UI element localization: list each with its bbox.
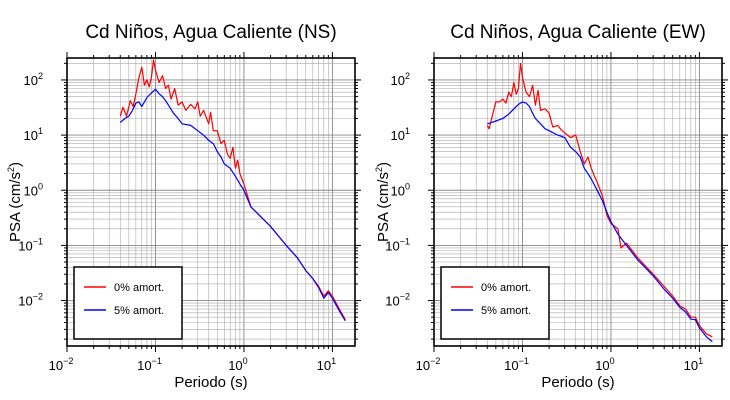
x-tick-base: 10 — [317, 358, 331, 373]
y-axis-label-close: ) — [7, 162, 24, 167]
y-tick-base: 10 — [24, 128, 38, 143]
y-tick-label: 102 — [391, 71, 410, 88]
x-tick-label: 100 — [595, 356, 614, 373]
y-tick-exponent: 1 — [405, 126, 410, 136]
y-axis-label-main: PSA (cm/s — [7, 172, 24, 242]
y-tick-label: 100 — [391, 181, 410, 198]
y-tick-exponent: −1 — [400, 236, 410, 246]
x-tick-base: 10 — [416, 358, 430, 373]
chart-title: Cd Niños, Agua Caliente (EW) — [450, 22, 706, 43]
y-tick-base: 10 — [24, 73, 38, 88]
x-tick-exponent: 1 — [698, 356, 703, 366]
legend-box — [73, 266, 183, 340]
ticks — [61, 52, 361, 352]
y-tick-label: 10−1 — [18, 236, 43, 253]
x-tick-base: 10 — [595, 358, 609, 373]
y-axis-label-superscript: 2 — [374, 167, 384, 172]
x-tick-exponent: 0 — [243, 356, 248, 366]
x-axis-label: Periodo (s) — [541, 374, 614, 391]
legend-label-0pct: 0% amort. — [114, 282, 164, 294]
y-tick-base: 10 — [391, 183, 405, 198]
y-tick-label: 10−1 — [385, 236, 410, 253]
grid — [433, 58, 722, 346]
chart-title: Cd Niños, Agua Caliente (NS) — [85, 22, 336, 43]
y-tick-exponent: −2 — [33, 292, 43, 302]
y-tick-base: 10 — [391, 73, 405, 88]
y-axis-label: PSA (cm/s2) — [6, 162, 24, 242]
x-tick-base: 10 — [49, 358, 63, 373]
x-tick-label: 10−2 — [416, 356, 441, 373]
legend-box — [440, 266, 550, 340]
y-tick-label: 102 — [24, 71, 43, 88]
x-tick-base: 10 — [228, 358, 242, 373]
y-tick-label: 100 — [24, 181, 43, 198]
x-tick-label: 101 — [317, 356, 336, 373]
series-line-5pct — [487, 101, 713, 343]
x-tick-label: 10−2 — [49, 356, 74, 373]
y-tick-base: 10 — [385, 294, 399, 309]
y-tick-exponent: −1 — [33, 236, 43, 246]
y-axis-label: PSA (cm/s2) — [374, 162, 392, 242]
x-tick-label: 100 — [228, 356, 247, 373]
grid — [66, 58, 355, 346]
y-axis-label-close: ) — [375, 162, 392, 167]
x-tick-exponent: −1 — [519, 356, 529, 366]
x-tick-label: 10−1 — [137, 356, 162, 373]
x-tick-exponent: 1 — [331, 356, 336, 366]
x-tick-base: 10 — [137, 358, 151, 373]
y-tick-exponent: 2 — [38, 71, 43, 81]
y-tick-exponent: 0 — [405, 181, 410, 191]
y-tick-base: 10 — [18, 294, 32, 309]
x-tick-exponent: −2 — [63, 356, 73, 366]
y-tick-exponent: 1 — [38, 126, 43, 136]
x-tick-label: 10−1 — [504, 356, 529, 373]
y-tick-exponent: −2 — [400, 292, 410, 302]
x-tick-label: 101 — [684, 356, 703, 373]
y-tick-label: 101 — [24, 126, 43, 143]
y-tick-base: 10 — [385, 238, 399, 253]
legend-label-0pct: 0% amort. — [481, 282, 531, 294]
y-axis-label-superscript: 2 — [6, 167, 16, 172]
series-line-0pct — [486, 62, 713, 338]
y-tick-exponent: 2 — [405, 71, 410, 81]
y-tick-label: 10−2 — [385, 292, 410, 309]
x-axis-label: Periodo (s) — [174, 374, 247, 391]
x-tick-exponent: −2 — [430, 356, 440, 366]
ticks — [428, 52, 728, 352]
y-tick-exponent: 0 — [38, 181, 43, 191]
y-tick-label: 101 — [391, 126, 410, 143]
y-axis-label-main: PSA (cm/s — [375, 172, 392, 242]
x-tick-exponent: −1 — [152, 356, 162, 366]
x-tick-base: 10 — [504, 358, 518, 373]
y-tick-base: 10 — [18, 238, 32, 253]
y-tick-base: 10 — [24, 183, 38, 198]
legend: 0% amort. 5% amort. — [440, 266, 550, 340]
y-tick-base: 10 — [391, 128, 405, 143]
legend-label-5pct: 5% amort. — [114, 305, 164, 317]
legend: 0% amort. 5% amort. — [73, 266, 183, 340]
x-tick-exponent: 0 — [610, 356, 615, 366]
x-tick-base: 10 — [684, 358, 698, 373]
legend-label-5pct: 5% amort. — [481, 305, 531, 317]
y-tick-label: 10−2 — [18, 292, 43, 309]
series-line-5pct — [119, 88, 346, 322]
